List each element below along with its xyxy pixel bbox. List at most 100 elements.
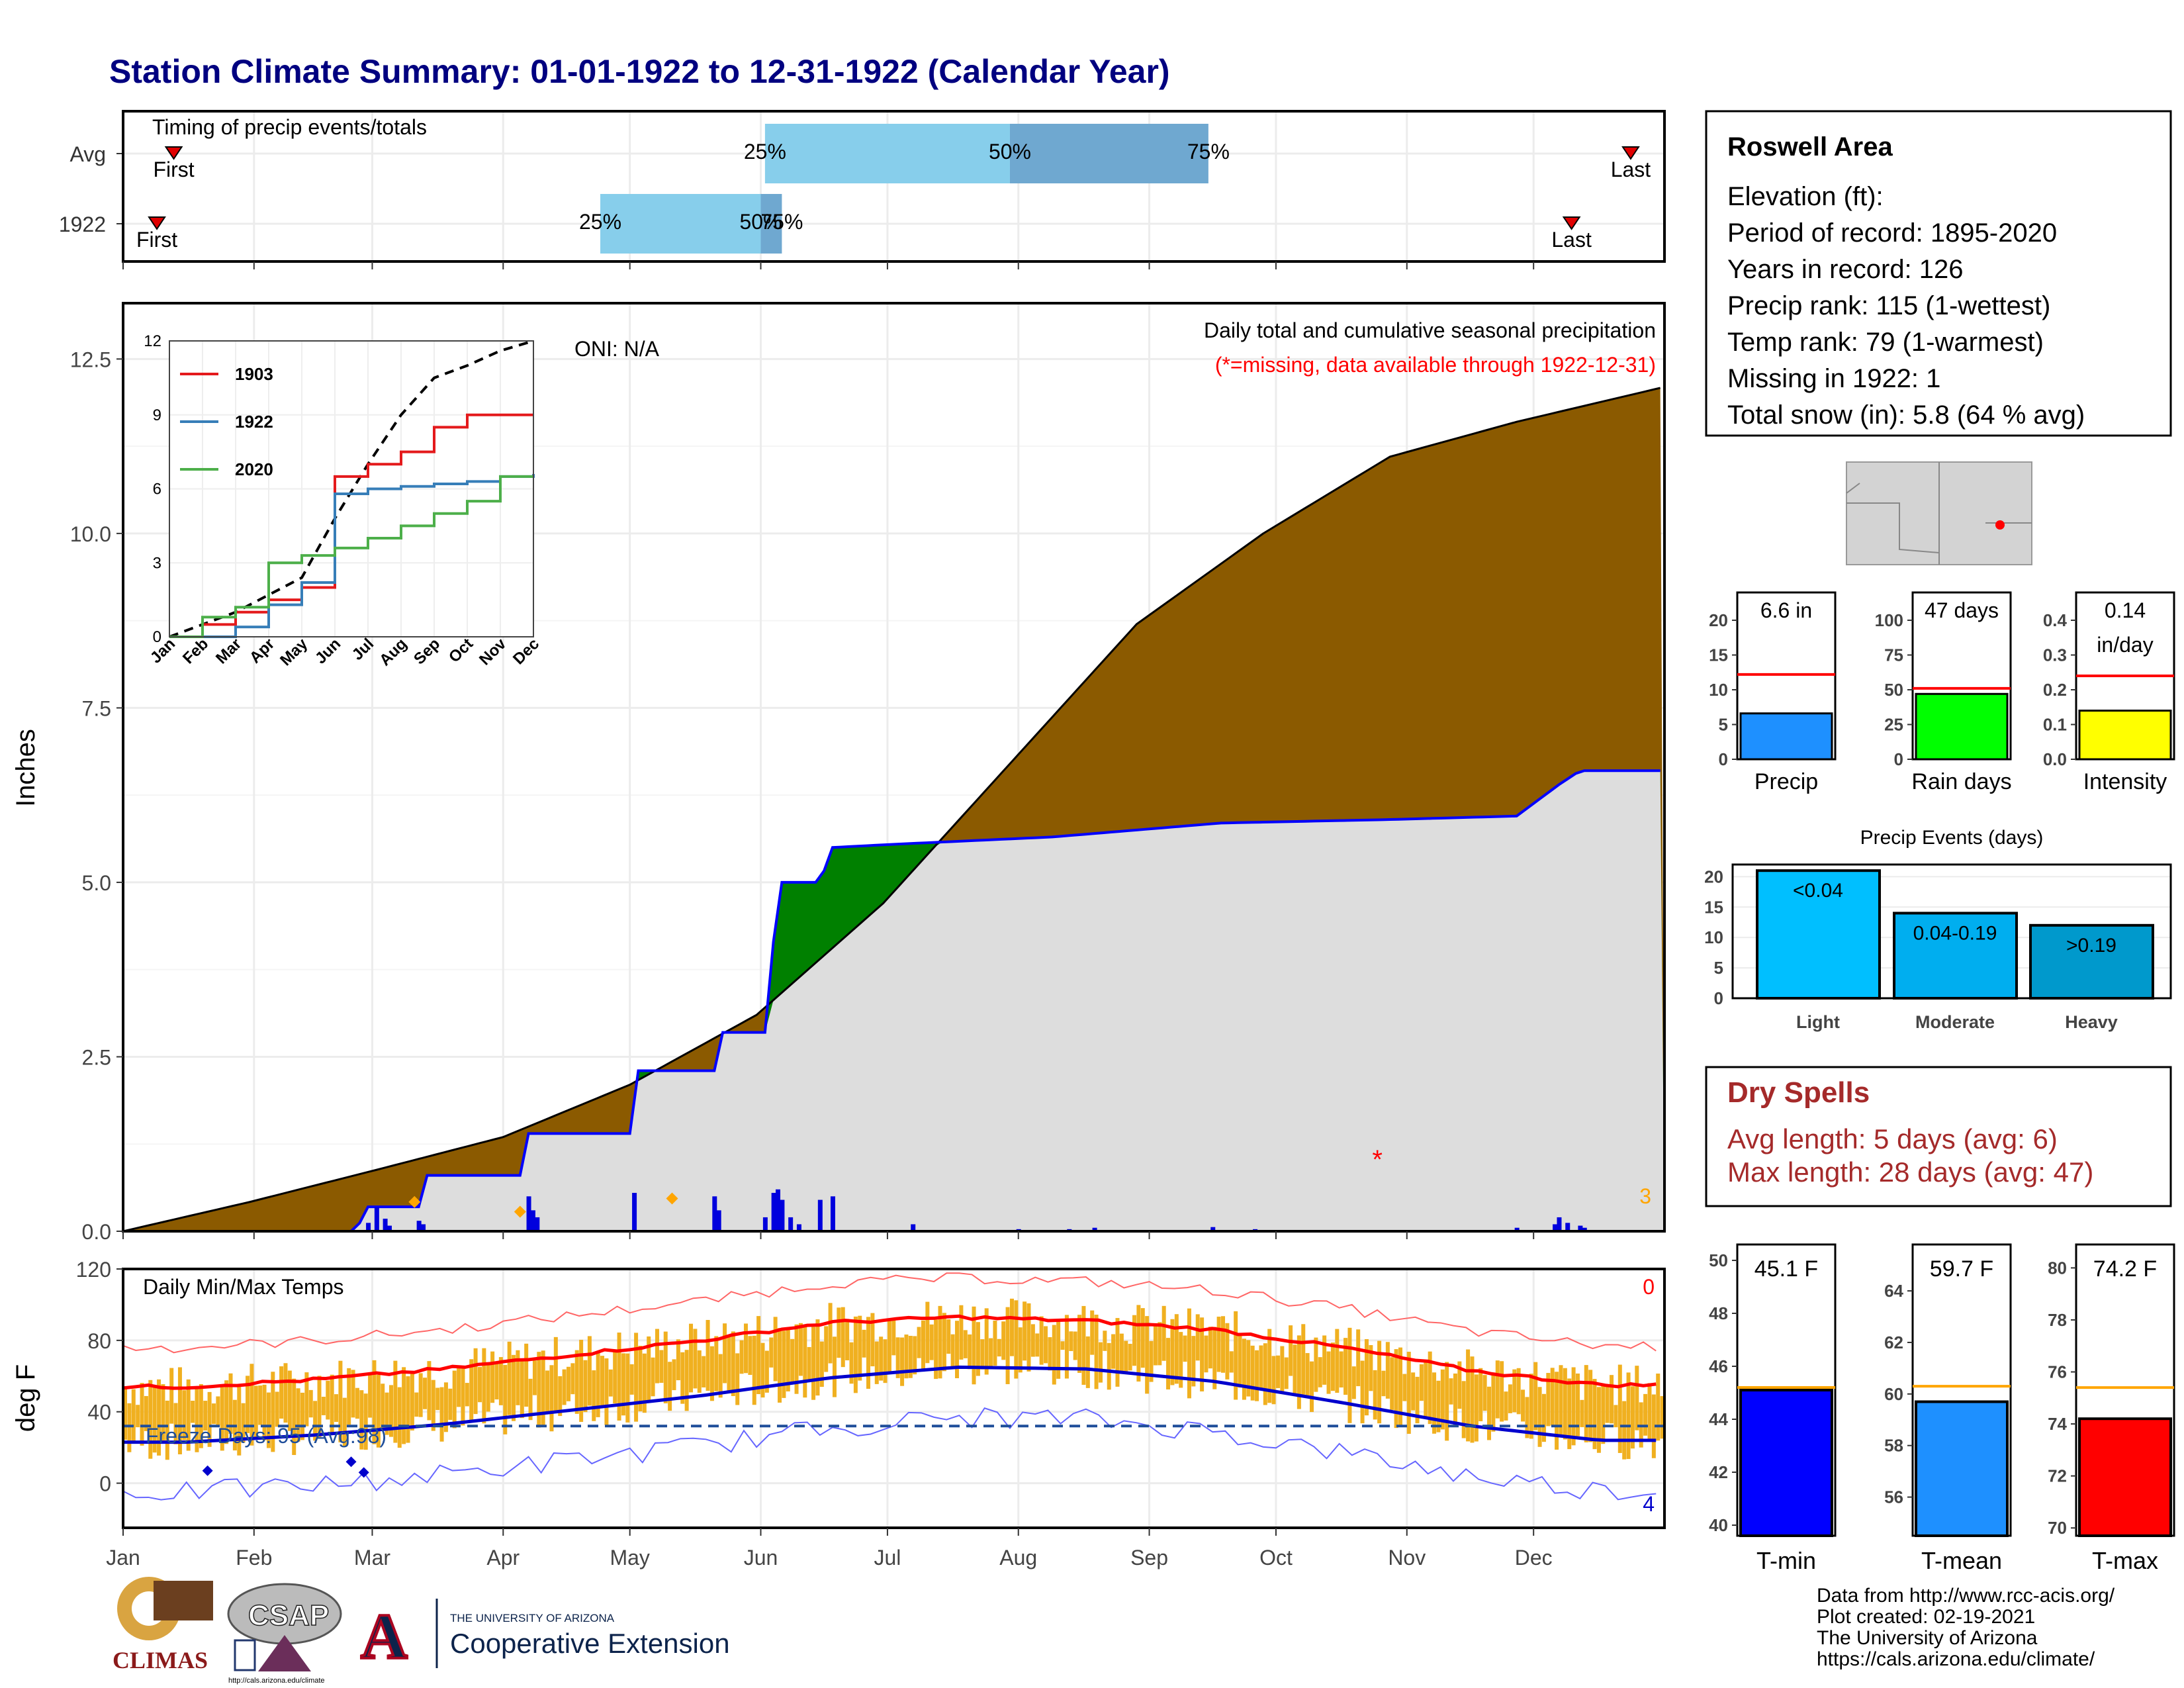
- event-bar-text: 0.04-0.19: [1913, 922, 1997, 944]
- climas-logo: CLIMAS: [113, 1577, 213, 1673]
- daily-temp-bar: [152, 1387, 157, 1453]
- first-event-marker: [148, 216, 166, 230]
- daily-temp-bar: [1115, 1318, 1120, 1387]
- freeze-days-label: Freeze Days: 95 (Avg:98): [146, 1424, 387, 1448]
- daily-precip-bar: [526, 1196, 531, 1231]
- summary-bar-label: Precip: [1754, 769, 1818, 794]
- daily-temp-bar: [963, 1330, 968, 1358]
- daily-temp-bar: [642, 1353, 647, 1413]
- daily-temp-bar: [262, 1384, 267, 1440]
- daily-temp-bar: [1048, 1337, 1052, 1371]
- temp-bar-tick: 42: [1709, 1462, 1728, 1482]
- temp-bar-label: T-max: [2092, 1547, 2158, 1574]
- station-location-marker: [1995, 520, 2005, 530]
- daily-temp-bar: [423, 1378, 428, 1409]
- daily-precip-bar: [530, 1210, 535, 1231]
- daily-temp-bar: [127, 1403, 132, 1452]
- y-tick-label: 120: [76, 1258, 111, 1282]
- daily-temp-bar: [841, 1307, 845, 1368]
- summary-bar-tick: 0.3: [2043, 645, 2067, 665]
- x-tick-label: Jun: [744, 1546, 778, 1570]
- temp-bar-tick: 50: [1709, 1250, 1728, 1270]
- daily-temp-bar: [1432, 1372, 1437, 1434]
- temp-bar-tick: 40: [1709, 1515, 1728, 1535]
- daily-temp-bar: [786, 1329, 790, 1391]
- daily-temp-bar: [684, 1350, 689, 1411]
- daily-temp-bar: [537, 1352, 541, 1428]
- daily-temp-bar: [968, 1334, 972, 1370]
- daily-temp-bar: [1470, 1356, 1475, 1443]
- daily-precip-bar: [830, 1196, 835, 1231]
- daily-temp-bar: [680, 1352, 685, 1404]
- daily-temp-bar: [1166, 1338, 1171, 1389]
- daily-temp-bar: [1588, 1370, 1593, 1442]
- daily-temp-bar: [613, 1352, 617, 1404]
- daily-temp-bar: [709, 1346, 714, 1401]
- daily-temp-bar: [1529, 1374, 1533, 1439]
- daily-temp-bar: [1356, 1329, 1361, 1387]
- daily-temp-bar: [570, 1363, 575, 1395]
- daily-temp-bar: [177, 1367, 182, 1455]
- record-low-count: 4: [1643, 1492, 1655, 1516]
- daily-temp-bar: [1069, 1331, 1073, 1352]
- daily-temp-bar: [545, 1370, 550, 1412]
- y-tick-label: 10.0: [70, 522, 111, 546]
- daily-temp-bar: [427, 1361, 432, 1421]
- first-event-marker: [164, 146, 183, 160]
- daily-temp-bar: [461, 1366, 465, 1426]
- temp-bar-tick: 48: [1709, 1303, 1728, 1323]
- daily-temp-bar: [473, 1348, 478, 1415]
- daily-temp-bar: [587, 1336, 592, 1406]
- daily-temp-bar: [1330, 1342, 1335, 1391]
- temp-bar-tick: 62: [1884, 1333, 1903, 1352]
- daily-temp-bar: [330, 1374, 334, 1435]
- quartile-bar-lower: [600, 194, 761, 254]
- daily-temp-bar: [1174, 1314, 1179, 1384]
- daily-temp-bar: [393, 1360, 398, 1443]
- daily-temp-bar: [929, 1324, 934, 1360]
- avg-max-line: [122, 1314, 1657, 1390]
- daily-temp-bar: [186, 1379, 191, 1451]
- daily-temp-bar: [955, 1321, 960, 1379]
- events-tick: 10: [1704, 927, 1723, 947]
- station-info-line: Years in record: 126: [1727, 255, 1964, 284]
- legend-title: Daily total and cumulative seasonal prec…: [1204, 318, 1656, 342]
- quartile-bar-upper: [760, 194, 782, 254]
- quartile-bar-upper: [1009, 124, 1208, 183]
- daily-temp-bar: [773, 1317, 778, 1382]
- daily-temp-bar: [980, 1339, 985, 1370]
- daily-temp-bar: [439, 1387, 444, 1442]
- daily-temp-bar: [1364, 1338, 1369, 1416]
- daily-temp-bar: [1601, 1385, 1606, 1444]
- daily-temp-bar: [1445, 1362, 1449, 1441]
- daily-temp-bar: [1305, 1353, 1310, 1397]
- daily-temp-bar: [1234, 1311, 1238, 1400]
- daily-temp-bar: [1487, 1386, 1492, 1440]
- daily-temp-bar: [1390, 1357, 1394, 1410]
- daily-temp-bar: [1119, 1333, 1124, 1374]
- daily-temp-bar: [1482, 1375, 1487, 1411]
- credits: Data from http://www.rcc-acis.org/Plot c…: [1817, 1585, 2115, 1670]
- summary-bar-tick: 15: [1709, 645, 1728, 665]
- daily-temp-bar: [253, 1385, 258, 1439]
- daily-temp-bar: [1651, 1394, 1656, 1458]
- daily-temp-bar: [743, 1323, 748, 1374]
- inset-y-tick: 6: [153, 481, 161, 498]
- daily-temp-bar: [283, 1363, 288, 1423]
- daily-precip-bar: [1557, 1217, 1562, 1231]
- station-info-line: Missing in 1922: 1: [1727, 364, 1940, 393]
- daily-temp-bar: [1440, 1369, 1445, 1430]
- daily-temp-bar: [858, 1315, 862, 1381]
- daily-temp-bar: [1187, 1308, 1191, 1399]
- daily-temp-bar: [1343, 1338, 1348, 1395]
- daily-temp-bar: [1457, 1361, 1462, 1409]
- temp-bar-tick: 60: [1884, 1384, 1903, 1404]
- summary-bar-tick: 0: [1719, 749, 1728, 769]
- snow-day-marker: [514, 1205, 526, 1218]
- daily-precip-bar: [416, 1221, 422, 1231]
- daily-temp-bar: [228, 1373, 233, 1434]
- daily-temp-bar: [503, 1364, 508, 1434]
- temp-bar-tick: 74: [2048, 1414, 2067, 1434]
